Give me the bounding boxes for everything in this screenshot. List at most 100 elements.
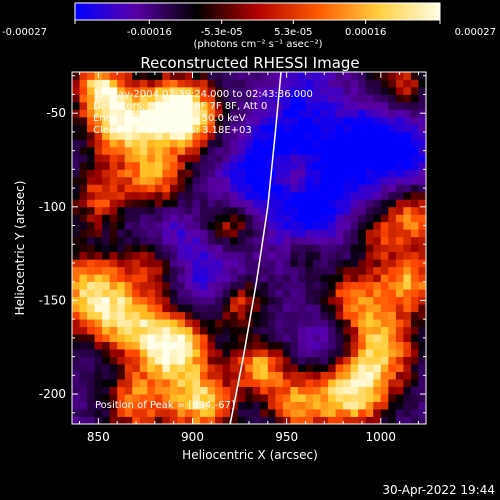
heatmap-cell <box>365 214 374 223</box>
heatmap-cell <box>358 86 367 95</box>
heatmap-cell <box>72 364 80 372</box>
heatmap-cell <box>313 266 321 275</box>
heatmap-cell <box>72 401 80 410</box>
heatmap-cell <box>184 131 193 140</box>
heatmap-cell <box>200 101 208 110</box>
heatmap-cell <box>350 154 359 163</box>
heatmap-cell <box>207 191 216 200</box>
heatmap-cell <box>418 94 426 103</box>
heatmap-cell <box>410 139 419 148</box>
heatmap-cell <box>418 409 426 417</box>
heatmap-cell <box>290 371 299 380</box>
heatmap-cell <box>297 131 306 140</box>
heatmap-cell <box>87 206 95 215</box>
heatmap-cell <box>109 146 118 155</box>
heatmap-cell <box>94 236 103 245</box>
heatmap-cell <box>222 72 231 80</box>
heatmap-cell <box>267 72 276 80</box>
heatmap-cell <box>184 154 193 163</box>
heatmap-cell <box>207 379 216 387</box>
heatmap-cell <box>147 169 156 178</box>
heatmap-cell <box>252 319 261 328</box>
heatmap-cell <box>328 124 337 133</box>
heatmap-cell <box>94 184 103 193</box>
heatmap-cell <box>260 259 269 268</box>
heatmap-cell <box>245 176 254 185</box>
heatmap-cell <box>245 101 254 110</box>
heatmap-cell <box>343 154 352 163</box>
heatmap-cell <box>373 341 382 350</box>
heatmap-cell <box>297 304 306 313</box>
heatmap-cell <box>275 116 284 125</box>
heatmap-cell <box>102 311 111 320</box>
heatmap-cell <box>395 221 404 230</box>
heatmap-cell <box>335 356 344 365</box>
heatmap-cell <box>72 176 80 185</box>
heatmap-cell <box>147 289 156 298</box>
heatmap-cell <box>245 146 254 155</box>
heatmap-cell <box>94 154 103 163</box>
heatmap-cell <box>350 244 359 253</box>
heatmap-cell <box>139 161 148 170</box>
heatmap-cell <box>200 176 208 185</box>
heatmap-cell <box>297 72 306 80</box>
heatmap-cell <box>305 296 314 305</box>
heatmap-cell <box>410 274 419 283</box>
heatmap-cell <box>282 401 291 410</box>
heatmap-cell <box>343 169 352 178</box>
heatmap-cell <box>335 154 344 163</box>
heatmap-cell <box>343 259 352 268</box>
heatmap-cell <box>215 326 224 335</box>
heatmap-cell <box>79 266 88 275</box>
heatmap-cell <box>177 371 186 380</box>
heatmap-cell <box>282 221 291 230</box>
heatmap-cell <box>267 401 276 410</box>
heatmap-cell <box>132 319 141 328</box>
heatmap-cell <box>200 214 208 223</box>
heatmap-cell <box>313 349 321 357</box>
heatmap-cell <box>297 101 306 110</box>
heatmap-cell <box>290 206 299 215</box>
heatmap-cell <box>184 72 193 80</box>
heatmap-cell <box>418 154 426 163</box>
heatmap-cell <box>102 184 111 193</box>
heatmap-cell <box>388 94 397 103</box>
heatmap-cell <box>418 416 426 424</box>
heatmap-cell <box>215 409 224 417</box>
heatmap-cell <box>335 101 344 110</box>
heatmap-cell <box>200 86 208 95</box>
heatmap-cell <box>79 109 88 118</box>
heatmap-cell <box>328 191 337 200</box>
heatmap-cell <box>365 199 374 208</box>
heatmap-cell <box>87 86 95 95</box>
heatmap-cell <box>222 131 231 140</box>
heatmap-cell <box>207 371 216 380</box>
heatmap-cell <box>215 281 224 290</box>
heatmap-cell <box>200 401 208 410</box>
heatmap-cell <box>94 319 103 328</box>
heatmap-cell <box>380 386 389 395</box>
heatmap-cell <box>79 379 88 387</box>
heatmap-cell <box>365 334 374 343</box>
heatmap-cell <box>200 191 208 200</box>
heatmap-cell <box>305 184 314 193</box>
heatmap-cell <box>267 184 276 193</box>
heatmap-cell <box>177 401 186 410</box>
heatmap-cell <box>222 244 231 253</box>
heatmap-cell <box>358 154 367 163</box>
heatmap-cell <box>245 289 254 298</box>
heatmap-cell <box>117 409 126 417</box>
heatmap-cell <box>335 236 344 245</box>
heatmap-cell <box>245 296 254 305</box>
heatmap-cell <box>245 154 254 163</box>
heatmap-cell <box>200 341 208 350</box>
heatmap-cell <box>343 184 352 193</box>
heatmap-cell <box>410 379 419 387</box>
heatmap-cell <box>373 326 382 335</box>
heatmap-cell <box>245 304 254 313</box>
heatmap-cell <box>395 109 404 118</box>
heatmap-cell <box>230 146 239 155</box>
heatmap-cell <box>192 86 201 95</box>
heatmap-cell <box>260 206 269 215</box>
heatmap-cell <box>358 379 367 387</box>
